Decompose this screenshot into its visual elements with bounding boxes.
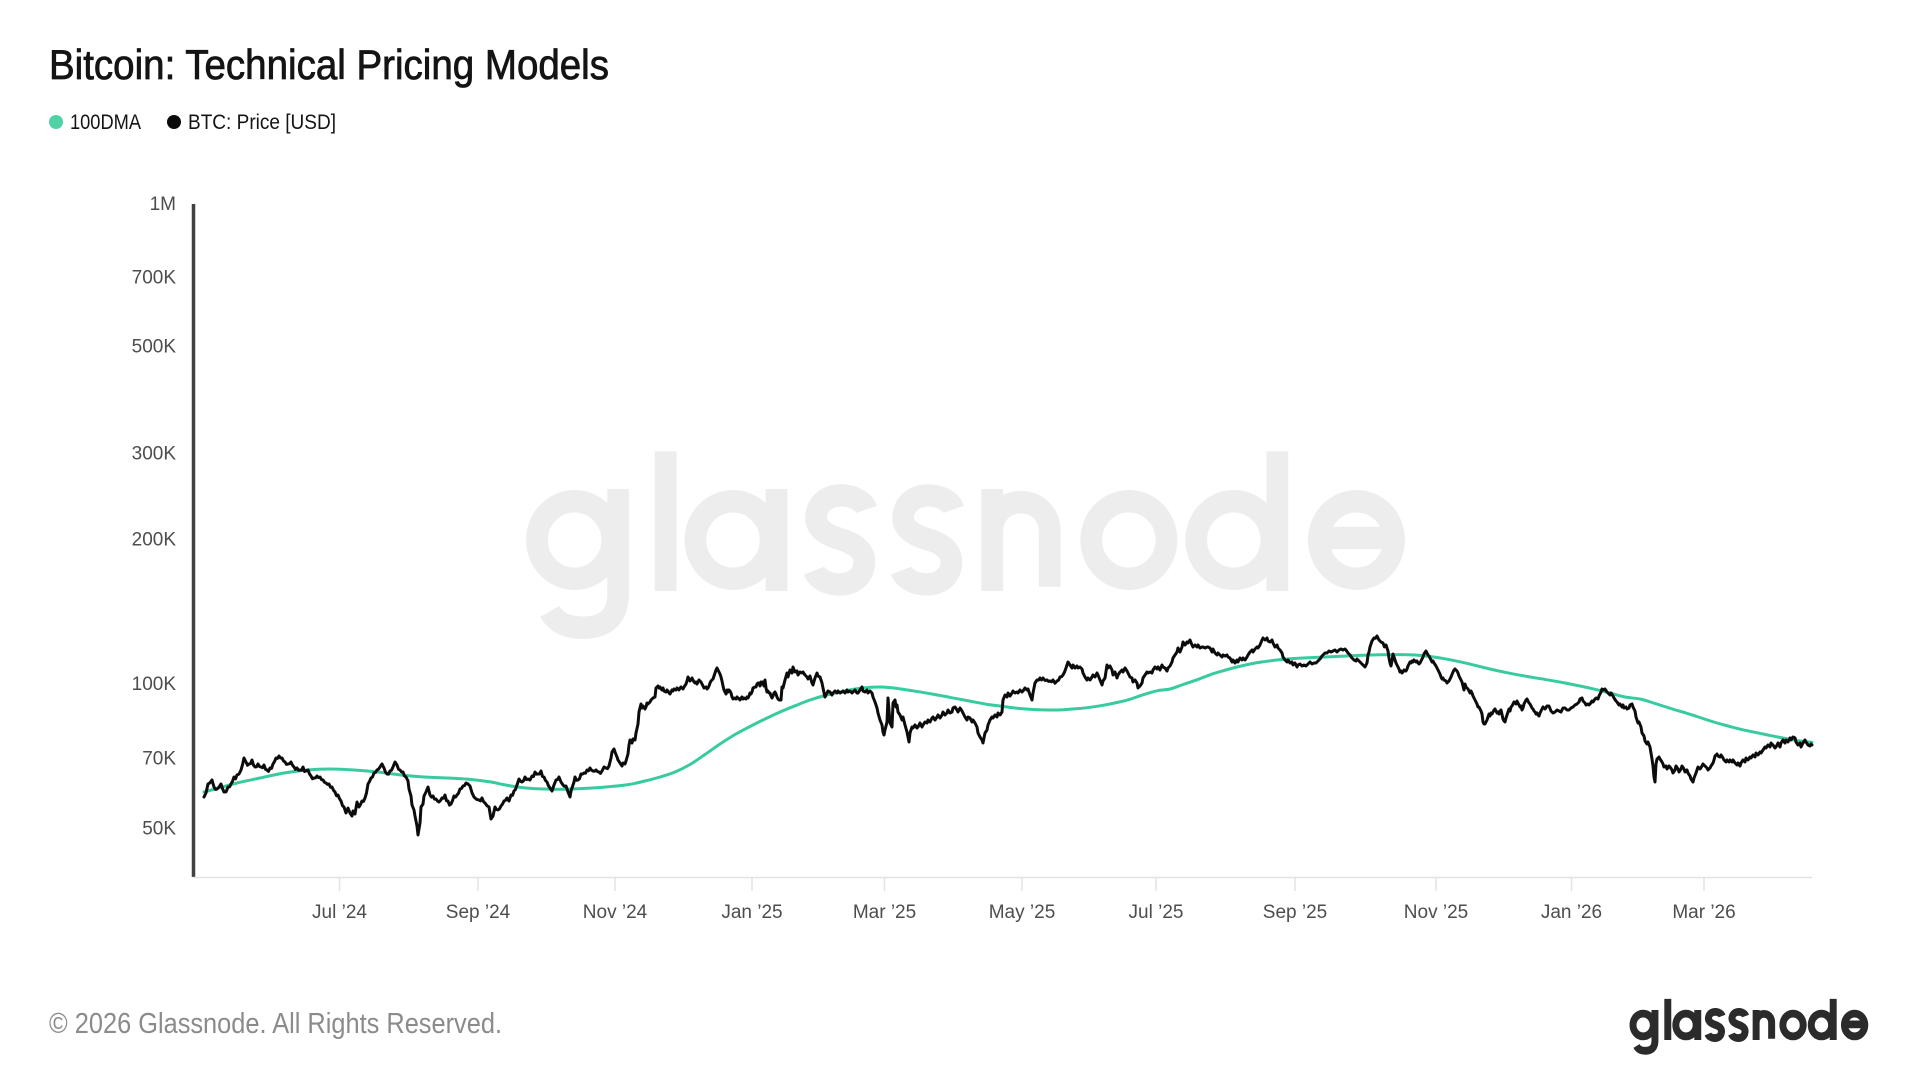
svg-text:Nov ’25: Nov ’25 <box>1404 902 1468 923</box>
svg-text:Nov ’24: Nov ’24 <box>583 902 648 923</box>
svg-text:500K: 500K <box>132 337 177 358</box>
svg-text:© 2026 Glassnode. All Rights R: © 2026 Glassnode. All Rights Reserved. <box>49 1008 502 1040</box>
svg-text:Sep ’25: Sep ’25 <box>1263 902 1327 923</box>
svg-text:70K: 70K <box>142 749 176 770</box>
svg-text:100K: 100K <box>132 674 177 695</box>
svg-text:Jan ’25: Jan ’25 <box>721 902 782 923</box>
svg-text:Jan ’26: Jan ’26 <box>1541 902 1602 923</box>
svg-text:700K: 700K <box>132 268 177 289</box>
svg-text:BTC: Price [USD]: BTC: Price [USD] <box>188 111 336 134</box>
svg-text:200K: 200K <box>132 530 177 551</box>
svg-text:300K: 300K <box>132 444 177 465</box>
svg-text:Jul ’25: Jul ’25 <box>1129 902 1184 923</box>
svg-text:100DMA: 100DMA <box>70 111 141 134</box>
svg-text:Mar ’25: Mar ’25 <box>853 902 916 923</box>
svg-text:Mar ’26: Mar ’26 <box>1672 902 1735 923</box>
svg-text:Jul ’24: Jul ’24 <box>312 902 367 923</box>
svg-text:1M: 1M <box>150 194 176 215</box>
svg-text:Sep ’24: Sep ’24 <box>446 902 511 923</box>
svg-text:May ’25: May ’25 <box>989 902 1056 923</box>
svg-text:Bitcoin: Technical Pricing Mod: Bitcoin: Technical Pricing Models <box>49 41 609 88</box>
svg-text:50K: 50K <box>142 819 176 840</box>
